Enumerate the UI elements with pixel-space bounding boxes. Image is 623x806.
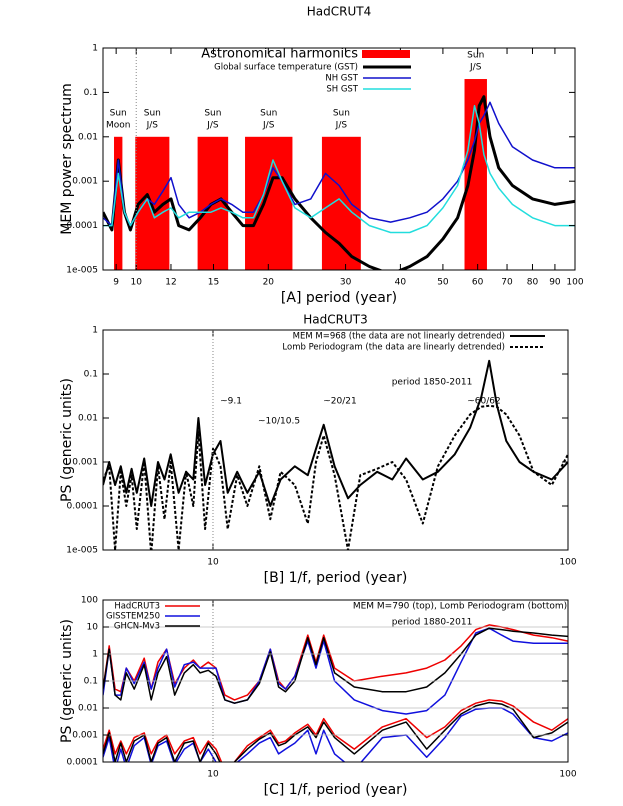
legend-label: SH GST: [326, 85, 358, 95]
y-tick-label: 0.1: [84, 370, 98, 380]
harmonic-label: Sun: [333, 108, 350, 118]
x-tick-label: 20: [263, 278, 275, 288]
annotation: ~9.1: [220, 397, 242, 407]
plot-frame: [102, 329, 569, 551]
chart-title: HadCRUT3: [303, 313, 367, 327]
y-tick-label: 0.0001: [67, 221, 99, 231]
x-tick-label: 40: [395, 278, 407, 288]
legend-label: Astronomical harmonics: [201, 47, 358, 62]
y-tick-label: 10: [87, 623, 99, 633]
harmonic-label: Sun: [204, 108, 221, 118]
x-tick-label: 10: [207, 770, 219, 780]
x-tick-label: 90: [549, 278, 561, 288]
y-tick-label: 1: [92, 326, 98, 336]
series-line: [103, 95, 575, 270]
x-tick-label: 80: [527, 278, 539, 288]
y-tick-label: 0.1: [84, 677, 98, 687]
y-axis-label: PS (generic units): [59, 619, 75, 743]
x-axis-label: [A] period (year): [281, 290, 397, 306]
harmonic-label: J/S: [335, 120, 348, 130]
y-tick-label: 0.001: [72, 177, 98, 187]
plot-frame: [102, 599, 569, 763]
legend-swatch: [362, 50, 410, 58]
series-line: [103, 404, 568, 550]
harmonic-label: Sun: [260, 108, 277, 118]
harmonic-bar: [321, 136, 361, 270]
x-axis-label: [C] 1/f, period (year): [264, 782, 408, 798]
y-tick-label: 1: [92, 44, 98, 54]
x-tick-label: 10: [207, 558, 219, 568]
y-tick-label: 1e-005: [66, 266, 98, 276]
y-tick-label: 0.0001: [67, 758, 99, 768]
x-tick-label: 70: [501, 278, 513, 288]
y-tick-label: 100: [81, 596, 98, 606]
y-tick-label: 0.01: [78, 132, 98, 142]
legend-label: Global surface temperature (GST): [214, 63, 358, 73]
harmonic-label: Sun: [110, 108, 127, 118]
y-tick-label: 1: [92, 650, 98, 660]
annotation: ~20/21: [323, 397, 356, 407]
panel: HadCRUT3 [B] 1/f, period (year) PS (generi…: [59, 313, 577, 587]
y-tick-label: 0.0001: [67, 502, 99, 512]
y-tick-label: 0.1: [84, 88, 98, 98]
harmonic-label: J/S: [262, 120, 275, 130]
legend-label: GHCN-Mv3: [114, 622, 160, 632]
series-line: [103, 701, 568, 762]
x-tick-label: 60: [472, 278, 484, 288]
x-tick-label: 100: [566, 278, 583, 288]
series-line: [103, 627, 568, 715]
x-tick-label: 100: [559, 770, 576, 780]
x-tick-label: 9: [113, 278, 119, 288]
x-tick-label: 12: [165, 278, 176, 288]
series-line: [103, 627, 568, 704]
plot-frame: [102, 47, 576, 271]
y-axis-label: PS (generic units): [59, 378, 75, 502]
plot-area: [103, 624, 568, 762]
x-tick-label: 30: [340, 278, 352, 288]
legend-label: NH GST: [325, 74, 358, 84]
legend-label: MEM M=968 (the data are not linearly det…: [293, 332, 505, 342]
x-axis-label: [B] 1/f, period (year): [264, 570, 408, 586]
x-tick-label: 15: [208, 278, 219, 288]
harmonic-label: Sun: [467, 51, 484, 61]
legend-label: Lomb Periodogram (the data are linearly …: [282, 343, 505, 353]
harmonic-bar: [464, 79, 487, 270]
panel: [C] 1/f, period (year) PS (generic units)…: [59, 596, 577, 799]
panel: HadCRUT4 [A] period (year) MEM power spect…: [59, 5, 584, 307]
harmonic-label: Moon: [106, 120, 130, 130]
chart-title: HadCRUT4: [307, 5, 371, 19]
x-tick-label: 50: [437, 278, 449, 288]
series-line: [103, 101, 575, 227]
y-tick-label: 0.01: [78, 704, 98, 714]
series-line: [103, 359, 568, 507]
series-line: [103, 105, 575, 234]
y-tick-label: 1e-005: [66, 546, 98, 556]
y-tick-label: 0.001: [72, 731, 98, 741]
harmonic-bar: [245, 136, 293, 270]
annotation: MEM M=790 (top), Lomb Periodogram (botto…: [353, 602, 567, 612]
x-tick-label: 10: [130, 278, 142, 288]
harmonic-label: Sun: [144, 108, 161, 118]
y-tick-label: 0.001: [72, 458, 98, 468]
annotation: ~60/62: [467, 397, 500, 407]
y-tick-label: 0.01: [78, 414, 98, 424]
plot-area: [103, 359, 568, 550]
annotation: ~10/10.5: [258, 417, 300, 427]
plot-area: [103, 79, 575, 270]
harmonic-label: J/S: [146, 120, 159, 130]
legend-label: GISSTEM250: [106, 612, 160, 622]
harmonic-bar: [114, 136, 123, 270]
y-axis-label: MEM power spectrum: [59, 83, 75, 234]
harmonic-label: J/S: [206, 120, 219, 130]
annotation: period 1880-2011: [392, 618, 473, 628]
legend-label: HadCRUT3: [114, 602, 160, 612]
x-tick-label: 100: [559, 558, 576, 568]
series-line: [103, 707, 568, 762]
harmonic-label: J/S: [469, 63, 482, 73]
annotation: period 1850-2011: [392, 378, 473, 388]
